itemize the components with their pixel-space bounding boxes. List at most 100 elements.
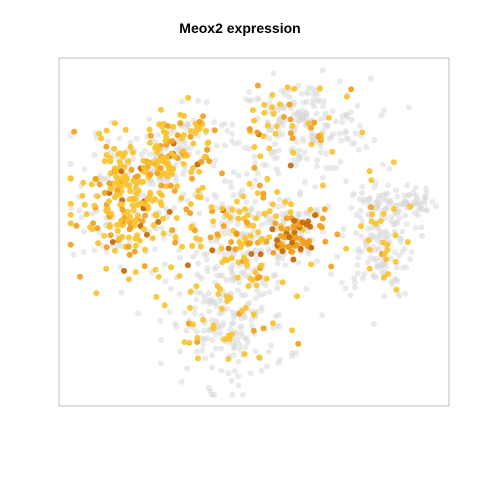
background-cell-point [211,191,218,198]
background-cell-point [177,348,184,355]
background-cell-point [270,70,277,77]
background-cell-point [301,149,308,156]
background-cell-point [91,152,98,159]
expressing-cell-point [107,186,114,192]
expressing-cell-point [235,259,242,266]
expressing-cell-point [305,218,312,225]
background-cell-point [81,166,88,173]
background-cell-point [210,222,217,229]
background-cell-point [322,110,329,117]
expressing-cell-point [158,192,165,199]
expressing-cell-point [196,168,203,175]
background-cell-point [301,179,308,185]
expressing-cell-point [140,157,147,164]
expressing-cell-point [236,208,243,215]
background-cell-point [345,135,352,142]
background-cell-point [218,367,225,374]
expressing-cell-point [117,201,124,208]
expressing-cell-point [158,202,165,209]
background-cell-point [204,335,211,342]
background-cell-point [394,219,401,226]
expressing-cell-point [250,222,257,229]
background-cell-point [230,320,237,327]
expressing-cell-point [308,141,315,148]
expressing-cell-point [295,340,302,347]
background-cell-point [210,162,217,169]
expressing-cell-point [321,206,328,213]
expressing-cell-point [162,138,169,144]
background-cell-point [354,262,361,268]
expressing-cell-point [225,356,232,362]
expressing-cell-point [348,86,355,93]
background-cell-point [200,327,207,334]
background-cell-point [162,278,169,285]
background-cell-point [432,203,439,210]
expressing-cell-point [270,201,277,208]
expressing-cell-point [134,232,141,239]
background-cell-point [319,312,326,319]
background-cell-point [235,172,242,179]
expressing-cell-point [297,245,304,252]
background-cell-point [229,262,236,268]
background-cell-point [422,194,429,201]
expressing-cell-point [287,209,294,216]
background-cell-point [178,98,185,105]
expressing-cell-point [132,269,139,276]
background-cell-point [291,99,298,106]
expressing-cell-point [160,128,167,135]
expressing-cell-point [251,117,258,124]
expressing-cell-point [163,183,170,190]
background-cell-point [305,250,312,257]
background-cell-point [193,289,200,296]
expressing-cell-point [170,123,177,130]
expressing-cell-point [282,199,289,206]
expressing-cell-point [383,256,390,263]
background-cell-point [314,157,321,164]
expressing-cell-point [127,144,134,150]
expressing-cell-point [184,262,191,269]
expressing-cell-point [305,120,312,127]
expressing-cell-point [246,180,253,187]
background-cell-point [229,131,236,137]
expressing-cell-point [105,198,112,205]
expressing-cell-point [366,246,373,253]
background-cell-point [399,228,406,235]
background-cell-point [147,151,154,158]
chart-title: Meox2 expression [179,20,301,36]
background-cell-point [358,233,365,240]
expressing-cell-point [118,183,125,190]
background-cell-points [67,67,439,398]
background-cell-point [421,200,428,207]
expressing-cell-point [211,127,218,134]
background-cell-point [393,187,399,194]
expressing-cell-point [195,355,201,362]
expressing-cell-point [106,180,113,187]
expressing-cell-point [152,196,158,203]
background-cell-point [299,135,306,142]
expressing-cell-point [152,211,159,218]
background-cell-point [266,289,273,296]
expressing-cell-point [287,162,294,169]
background-cell-point [275,311,282,318]
background-cell-point [372,273,379,280]
background-cell-point [344,114,351,121]
background-cell-point [203,251,210,258]
expressing-cell-point [251,164,258,171]
expressing-cell-point [168,170,175,177]
expressing-cell-point [359,129,366,136]
expressing-cell-point [264,175,271,182]
expressing-cell-point [393,286,400,293]
expressing-cell-point [203,127,210,134]
background-cell-point [208,296,215,303]
expressing-cell-point [121,164,128,170]
expressing-cell-point [166,208,173,215]
background-cell-point [408,248,415,255]
expressing-cell-point [243,219,250,226]
expressing-cell-point [180,161,187,167]
background-cell-point [381,293,388,300]
background-cell-point [183,327,190,334]
background-cell-point [396,215,403,221]
expressing-cell-point [174,183,181,190]
background-cell-point [348,116,355,123]
expressing-cell-point [117,150,123,157]
